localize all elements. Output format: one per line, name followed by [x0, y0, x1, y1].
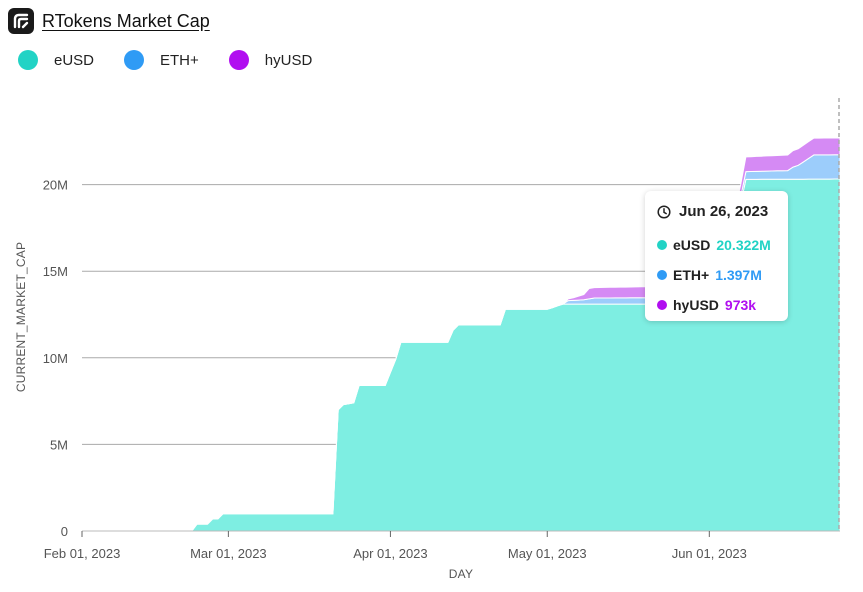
- y-tick-label: 20M: [43, 178, 68, 193]
- legend-item-hyusd[interactable]: hyUSD: [228, 50, 313, 70]
- tooltip-name-hyusd: hyUSD: [673, 297, 719, 313]
- x-tick-label: May 01, 2023: [508, 546, 587, 561]
- tooltip-dot-eusd: [657, 240, 667, 250]
- legend-label-eth-plus: ETH+: [160, 51, 199, 69]
- legend-dot-hyusd: [228, 50, 249, 70]
- legend-item-eusd[interactable]: eUSD: [18, 50, 94, 70]
- y-tick-label: 0: [61, 524, 68, 539]
- tooltip-value-hyusd: 973k: [724, 297, 757, 313]
- x-axis-title: DAY: [449, 567, 473, 581]
- x-tick-label: Feb 01, 2023: [44, 546, 121, 561]
- tooltip-header: Jun 26, 2023: [657, 203, 776, 220]
- tooltip-dot-hyusd: [657, 300, 667, 310]
- area-hyusd: [82, 137, 841, 532]
- tooltip-value-eth-plus: 1.397M: [715, 267, 762, 283]
- tooltip-name-eth-plus: ETH+: [673, 267, 710, 283]
- clock-icon: [657, 204, 671, 219]
- chart-header: RTokens Market Cap: [8, 8, 210, 34]
- chart-legend: eUSD ETH+ hyUSD: [18, 50, 312, 70]
- tooltip-name-eusd: eUSD: [673, 237, 711, 253]
- hover-tooltip: Jun 26, 2023 eUSD 20.322M ETH+ 1.397M hy…: [645, 191, 788, 321]
- y-tick-label: 15M: [43, 264, 68, 279]
- y-tick-label: 10M: [43, 351, 68, 366]
- legend-item-eth-plus[interactable]: ETH+: [124, 50, 199, 70]
- legend-dot-eth-plus: [124, 50, 145, 70]
- tooltip-row-eusd: eUSD 20.322M: [657, 230, 776, 260]
- legend-label-eusd: eUSD: [54, 51, 95, 69]
- legend-label-hyusd: hyUSD: [264, 51, 313, 69]
- tooltip-date: Jun 26, 2023: [679, 203, 769, 220]
- x-tick-label: Apr 01, 2023: [353, 546, 427, 561]
- axes: 0 5M 10M 15M 20M Feb 01, 2023 Mar 01, 2023 Apr …: [43, 178, 840, 561]
- tooltip-row-hyusd: hyUSD 973k: [657, 290, 776, 320]
- x-tick-label: Jun 01, 2023: [672, 546, 747, 561]
- tooltip-value-eusd: 20.322M: [716, 237, 771, 253]
- tooltip-row-eth-plus: ETH+ 1.397M: [657, 260, 776, 290]
- y-axis-title: CURRENT_MARKET_CAP: [14, 242, 28, 392]
- tooltip-dot-eth-plus: [657, 270, 667, 280]
- y-tick-label: 5M: [50, 437, 68, 452]
- legend-dot-eusd: [18, 50, 38, 70]
- page-title[interactable]: RTokens Market Cap: [42, 10, 210, 31]
- x-tick-label: Mar 01, 2023: [190, 546, 267, 561]
- rtoken-logo-icon: [8, 8, 34, 34]
